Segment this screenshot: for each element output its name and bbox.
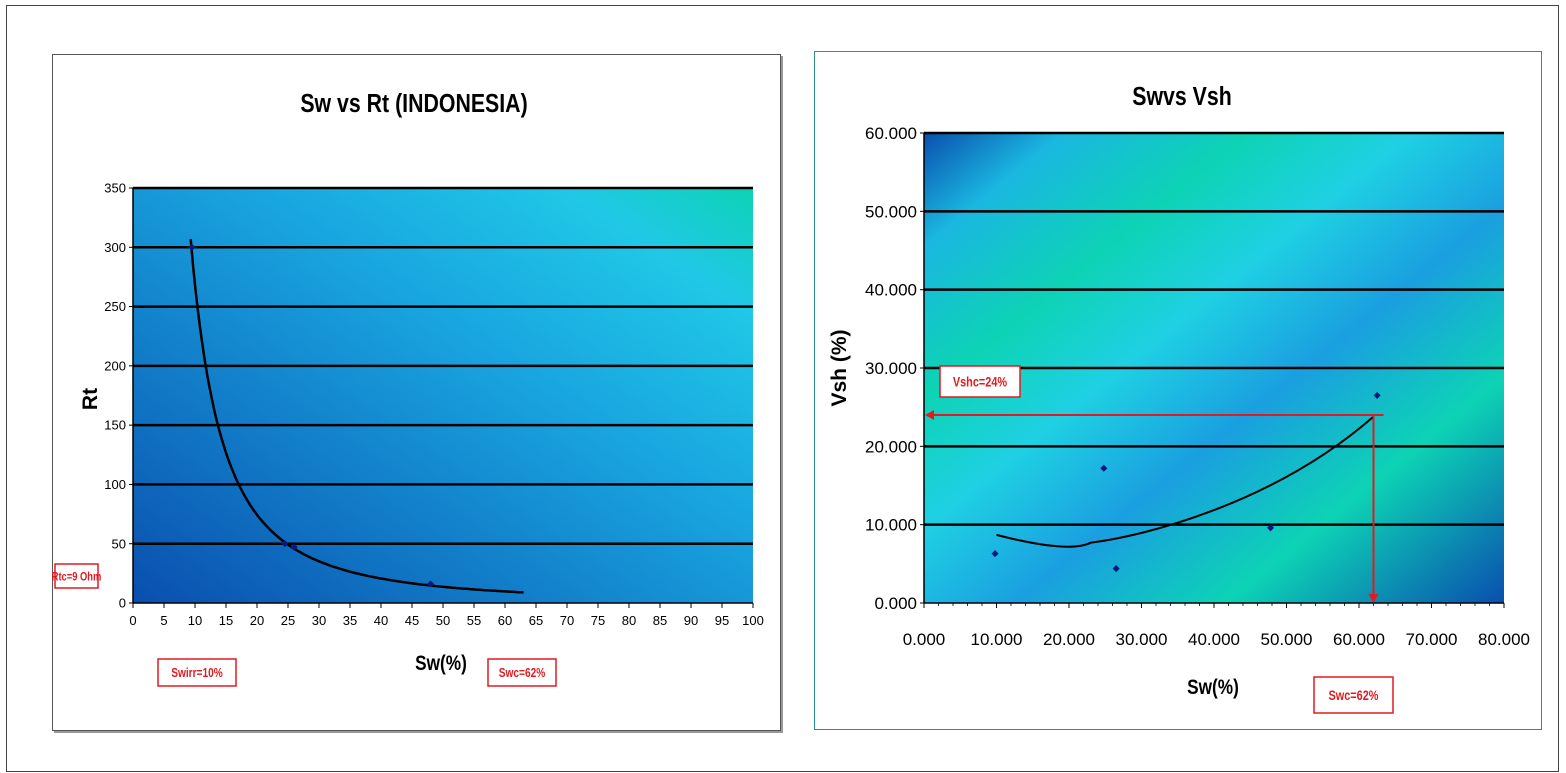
y-tick-label: 10.000 — [865, 516, 917, 535]
cutoff-arrow-left — [925, 410, 934, 420]
y-tick-label: 150 — [104, 418, 126, 433]
annotation-label: Swc=62% — [499, 666, 546, 680]
x-tick-label: 80 — [622, 613, 636, 628]
x-tick-label: 75 — [591, 613, 605, 628]
x-tick-label: 65 — [529, 613, 543, 628]
cutoff-arrow-down — [1368, 594, 1379, 603]
x-tick-label: 60.000 — [1333, 630, 1385, 649]
x-tick-label: 30.000 — [1116, 630, 1168, 649]
y-tick-label: 50 — [112, 536, 126, 551]
x-tick-label: 90 — [684, 613, 698, 628]
x-tick-label: 20 — [250, 613, 264, 628]
data-point — [427, 580, 435, 588]
annotation-label: Swc=62% — [1328, 688, 1378, 704]
data-point — [290, 543, 298, 551]
y-axis-label: Vsh (%) — [828, 329, 851, 406]
y-axis-label: Rt — [79, 388, 102, 410]
chart-sw-vs-vsh: 0.000 10.000 20.000 30.000 40.000 50.000 60.00… — [828, 82, 1530, 714]
x-tick-label: 0 — [129, 613, 136, 628]
x-tick-label: 80.000 — [1478, 630, 1530, 649]
annotation-box — [157, 658, 237, 687]
y-tick-label: 0 — [119, 596, 126, 611]
chart-title: Swvs Vsh — [1132, 82, 1232, 112]
x-tick-label: 45 — [405, 613, 419, 628]
plot-area — [133, 188, 753, 603]
y-tick-label: 300 — [104, 240, 126, 255]
x-tick-label: 40 — [374, 613, 388, 628]
y-tick-label: 100 — [104, 477, 126, 492]
x-tick-label: 5 — [160, 613, 167, 628]
y-tick-label: 20.000 — [865, 437, 917, 456]
trendline — [189, 238, 524, 594]
x-tick-label: 10 — [188, 613, 202, 628]
annotation-label: Swirr=10% — [171, 666, 223, 680]
x-tick-label: 40.000 — [1188, 630, 1240, 649]
x-tick-label: 70 — [560, 613, 574, 628]
annotation-box — [939, 365, 1021, 398]
y-tick-label: 200 — [104, 358, 126, 373]
data-point — [188, 243, 196, 251]
y-tick-label: 0.000 — [874, 594, 917, 613]
y-tick-label: 30.000 — [865, 359, 917, 378]
x-tick-label: 0.000 — [903, 630, 946, 649]
annotation-label: Rtc=9 Ohm — [52, 570, 102, 583]
annotation-box — [54, 563, 99, 589]
x-axis-label: Sw(%) — [1187, 677, 1239, 700]
x-tick-label: 25 — [281, 613, 295, 628]
x-tick-label: 30 — [312, 613, 326, 628]
annotation-box — [487, 658, 557, 687]
x-tick-label: 15 — [219, 613, 233, 628]
chart-panel-sw-vs-vsh: 0.000 10.000 20.000 30.000 40.000 50.000 60.00… — [814, 51, 1542, 730]
y-tick-label: 250 — [104, 299, 126, 314]
annotation-label: Vshc=24% — [953, 374, 1007, 390]
x-tick-label: 60 — [498, 613, 512, 628]
x-tick-label: 10.000 — [971, 630, 1023, 649]
x-tick-label: 35 — [343, 613, 357, 628]
x-tick-label: 50.000 — [1261, 630, 1313, 649]
y-tick-label: 60.000 — [865, 124, 917, 143]
y-tick-label: 50.000 — [865, 202, 917, 221]
data-point — [1267, 524, 1275, 532]
y-tick-label: 350 — [104, 181, 126, 196]
x-tick-label: 95 — [715, 613, 729, 628]
chart-title: Sw vs Rt (INDONESIA) — [300, 89, 527, 119]
annotation-box — [1313, 676, 1394, 714]
trendline — [996, 415, 1375, 548]
chart-sw-vs-rt: 0 50 100 150 200 250 300 350 0 5 10 15 20 25 30 35 40 45 5… — [52, 89, 764, 687]
x-tick-label: 85 — [653, 613, 667, 628]
x-tick-label: 100 — [742, 613, 764, 628]
x-axis-label: Sw(%) — [415, 653, 467, 676]
x-tick-label: 50 — [436, 613, 450, 628]
x-tick-label: 55 — [467, 613, 481, 628]
data-point — [1100, 464, 1108, 472]
x-tick-label: 20.000 — [1043, 630, 1095, 649]
x-tick-label: 70.000 — [1406, 630, 1458, 649]
y-tick-label: 40.000 — [865, 281, 917, 300]
chart-panel-sw-vs-rt: 0 50 100 150 200 250 300 350 0 5 10 15 20 25 30 35 40 45 5… — [52, 54, 781, 731]
data-point — [281, 540, 289, 548]
